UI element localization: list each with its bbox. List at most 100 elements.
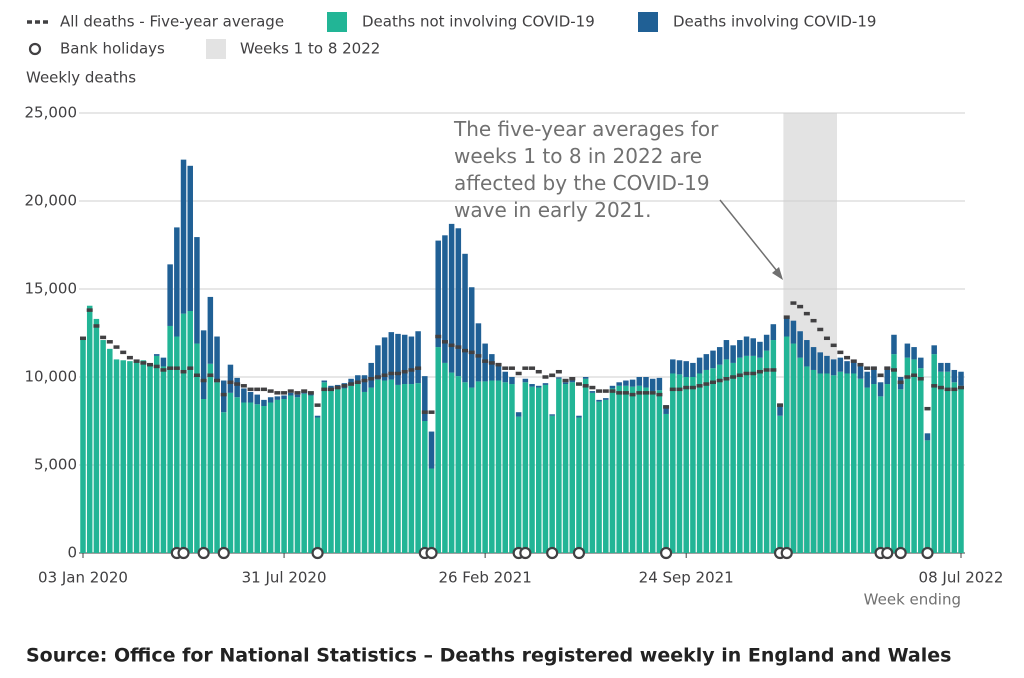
bar xyxy=(656,390,663,553)
bar xyxy=(716,364,723,553)
bar xyxy=(542,384,549,553)
bar xyxy=(120,360,126,553)
bank-holiday-marker xyxy=(197,546,210,560)
bank-holiday-marker xyxy=(425,546,438,560)
bar xyxy=(462,253,468,383)
bar xyxy=(160,366,167,553)
bar xyxy=(710,350,716,369)
bar xyxy=(174,336,180,553)
bank-holiday-marker xyxy=(311,546,324,560)
bar xyxy=(375,345,381,380)
bar xyxy=(422,421,428,553)
bar xyxy=(770,324,777,341)
bank-holiday-marker xyxy=(519,546,532,560)
bar xyxy=(221,412,227,553)
bar xyxy=(649,391,656,553)
bar xyxy=(187,165,193,311)
bar xyxy=(194,237,200,344)
bar xyxy=(368,362,374,388)
x-tick-label: 03 Jan 2020 xyxy=(38,569,128,587)
bar xyxy=(924,440,931,553)
bar xyxy=(348,385,354,553)
bar xyxy=(750,338,756,356)
bar xyxy=(489,354,495,381)
y-tick-label: 25,000 xyxy=(25,104,78,122)
bar xyxy=(690,362,696,377)
bar xyxy=(214,336,220,383)
bar xyxy=(897,389,904,553)
bar xyxy=(368,387,374,553)
bar xyxy=(381,337,388,381)
y-tick-label: 0 xyxy=(67,544,77,562)
bar xyxy=(529,384,535,387)
bar xyxy=(509,384,515,553)
bar xyxy=(542,383,549,385)
bar xyxy=(763,334,770,351)
x-tick-label: 08 Jul 2022 xyxy=(919,569,1004,587)
bar xyxy=(294,394,301,398)
bar xyxy=(455,228,462,377)
bar xyxy=(361,391,368,553)
bar xyxy=(355,375,361,385)
bar xyxy=(629,386,636,553)
y-axis-label: Weekly deaths xyxy=(26,69,136,87)
bar xyxy=(395,333,401,385)
bar xyxy=(314,417,321,553)
bar xyxy=(569,382,576,553)
bar xyxy=(918,368,924,553)
bar xyxy=(475,381,482,553)
bar xyxy=(509,377,515,385)
bar xyxy=(422,376,428,421)
bar xyxy=(435,240,441,348)
bar xyxy=(804,366,810,553)
bar xyxy=(596,401,602,553)
bar xyxy=(810,369,817,553)
bar xyxy=(877,382,884,397)
annotation-arrow xyxy=(719,199,782,277)
bar xyxy=(904,343,911,358)
bar xyxy=(696,357,703,374)
bar xyxy=(415,331,421,384)
bar xyxy=(234,397,240,553)
bar xyxy=(589,391,596,393)
y-tick-label: 15,000 xyxy=(25,280,78,298)
bar xyxy=(254,394,261,405)
bar xyxy=(958,385,964,553)
bar xyxy=(502,371,508,383)
bar xyxy=(710,368,716,553)
bar xyxy=(623,385,629,553)
bar xyxy=(938,371,944,553)
bar xyxy=(348,378,354,386)
bar xyxy=(837,357,844,372)
bar xyxy=(448,372,455,553)
bar xyxy=(918,357,924,369)
bar xyxy=(703,354,710,370)
bar xyxy=(911,359,917,553)
bar xyxy=(663,413,669,553)
bar xyxy=(783,336,790,553)
bar xyxy=(221,380,227,413)
bar xyxy=(100,340,106,553)
bar xyxy=(174,227,180,337)
bar xyxy=(536,387,542,553)
bar xyxy=(877,396,884,553)
bar xyxy=(824,373,830,553)
bar xyxy=(529,386,535,553)
bar xyxy=(663,405,669,414)
bar xyxy=(207,296,214,364)
bar xyxy=(247,402,254,553)
bar xyxy=(388,379,395,553)
bar xyxy=(549,414,555,416)
bar xyxy=(187,311,193,553)
bar xyxy=(107,348,113,553)
bar xyxy=(770,340,777,553)
bar xyxy=(428,468,435,553)
bar xyxy=(864,387,870,553)
bar xyxy=(549,415,555,553)
bar xyxy=(763,350,770,553)
bank-holiday-marker xyxy=(217,546,230,560)
bar xyxy=(884,384,891,553)
bar xyxy=(851,373,857,553)
bar xyxy=(582,377,589,379)
